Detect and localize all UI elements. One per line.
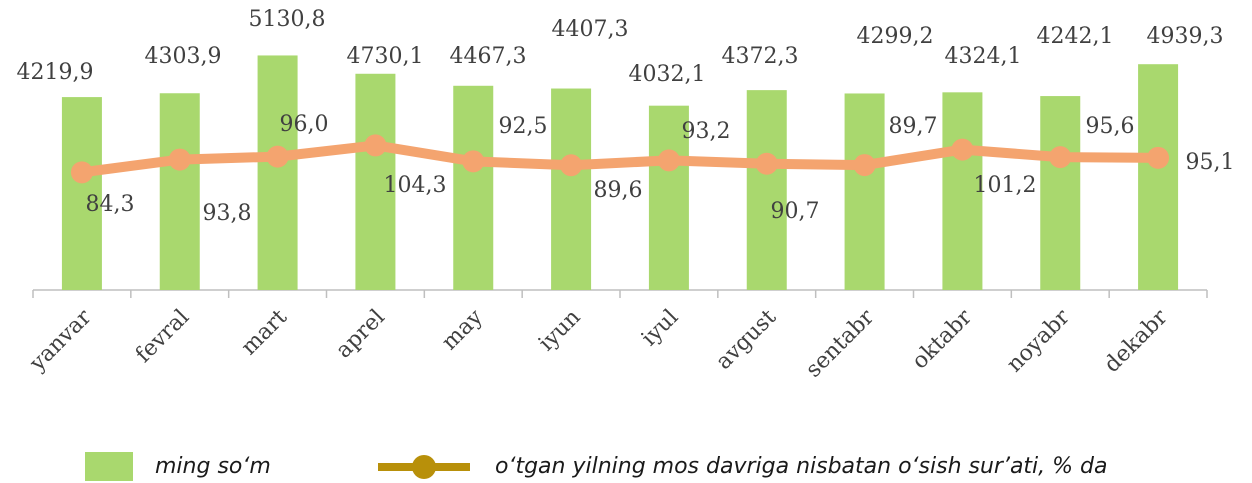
legend-swatch [412, 455, 436, 479]
data-label: 4324,1 [945, 44, 1022, 69]
data-label: 4242,1 [1037, 24, 1114, 49]
marker [462, 150, 485, 173]
x-tick-label: iyun [534, 305, 585, 356]
marker [560, 154, 583, 177]
data-label: 90,7 [771, 199, 820, 224]
marker [70, 161, 93, 184]
marker [951, 138, 974, 161]
marker [755, 152, 778, 175]
marker [1147, 146, 1170, 169]
bar [257, 55, 298, 290]
data-label: 4467,3 [450, 44, 527, 69]
data-label: 89,6 [594, 178, 643, 203]
bar [355, 73, 396, 291]
line [81, 140, 1159, 178]
bar [453, 85, 494, 290]
data-label: 92,5 [499, 114, 548, 139]
data-label: 95,1 [1186, 150, 1235, 175]
bar [942, 92, 983, 290]
legend-label: o‘tgan yilning mos davriga nisbatan o‘si… [495, 454, 1108, 479]
data-label: 4939,3 [1147, 24, 1224, 49]
x-tick-label: iyul [637, 305, 683, 351]
data-label: 4299,2 [857, 24, 934, 49]
marker [657, 149, 680, 172]
marker [266, 145, 289, 168]
bar [551, 88, 592, 290]
bar [159, 93, 200, 291]
x-tick-label: avgust [711, 305, 781, 375]
data-label: 95,6 [1086, 114, 1135, 139]
x-tick-label: aprel [331, 305, 390, 364]
legend-label: ming so‘m [155, 454, 271, 479]
data-label: 4219,9 [17, 60, 94, 85]
x-tick-label: dekabr [1100, 304, 1173, 377]
data-label: 104,3 [384, 173, 447, 198]
data-label: 4303,9 [145, 44, 222, 69]
bar [1040, 96, 1081, 290]
x-tick-label: noyabr [1002, 304, 1075, 377]
data-label: 89,7 [889, 114, 938, 139]
marker [1049, 146, 1072, 169]
bar [648, 105, 689, 290]
bar [844, 93, 885, 290]
x-tick-label: yanvar [24, 304, 96, 376]
marker [364, 134, 387, 157]
data-label: 4372,3 [722, 44, 799, 69]
bar [1138, 64, 1179, 290]
x-tick-label: fevral [131, 305, 194, 368]
marker [853, 154, 876, 177]
data-label: 101,2 [974, 173, 1037, 198]
legend-swatch [85, 452, 133, 481]
bar [61, 97, 102, 290]
data-label: 84,3 [86, 192, 135, 217]
x-tick-label: sentabr [801, 304, 879, 382]
data-label: 4730,1 [347, 44, 424, 69]
data-label: 4407,3 [552, 17, 629, 42]
x-tick-label: mart [237, 305, 293, 361]
marker [168, 148, 191, 171]
data-label: 93,2 [682, 119, 731, 144]
data-label: 93,8 [203, 201, 252, 226]
x-tick-label: may [437, 304, 488, 355]
bar [746, 90, 787, 290]
x-tick-label: oktabr [908, 304, 978, 374]
data-label: 4032,1 [629, 62, 706, 87]
data-label: 96,0 [280, 112, 329, 137]
data-label: 5130,8 [249, 7, 326, 32]
